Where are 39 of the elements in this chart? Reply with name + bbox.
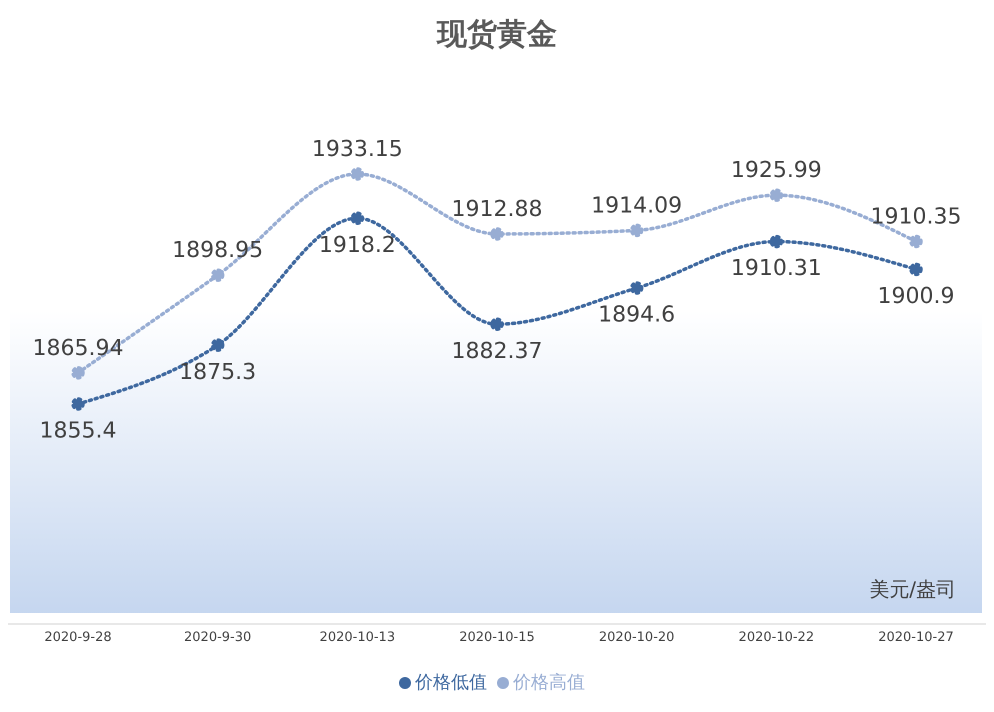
- x-tick-label: 2020-9-28: [44, 630, 112, 646]
- point: [71, 397, 85, 411]
- x-tick-label: 2020-10-13: [320, 630, 396, 646]
- data-label: 1914.09: [591, 193, 682, 218]
- data-label: 1894.6: [598, 302, 676, 328]
- point: [770, 234, 784, 248]
- data-label: 1910.35: [870, 204, 962, 230]
- data-label: 1925.99: [730, 158, 822, 184]
- data-label: 1912.88: [452, 196, 542, 222]
- point: [210, 268, 224, 282]
- point: [210, 338, 224, 352]
- data-label: 1898.95: [172, 238, 264, 264]
- chart-title: 现货黄金: [435, 16, 558, 54]
- data-label: 1855.4: [40, 418, 116, 444]
- point: [350, 211, 364, 225]
- data-label: 1918.2: [318, 232, 396, 258]
- point: [350, 167, 364, 181]
- point: [490, 317, 504, 331]
- x-tick-label: 2020-10-20: [598, 630, 674, 646]
- data-label: 1882.37: [452, 338, 542, 364]
- point: [490, 227, 504, 241]
- data-label: 1865.94: [32, 336, 124, 361]
- data-label: 1900.9: [878, 284, 954, 310]
- point: [630, 224, 644, 238]
- text: 美元/盎司: [869, 576, 956, 603]
- x-tick-label: 2020-10-27: [878, 630, 954, 646]
- point: [71, 366, 85, 380]
- point: [909, 262, 923, 276]
- x-tick-label: 2020-10-22: [738, 630, 814, 646]
- point: [909, 234, 923, 248]
- x-tick-label: 2020-10-15: [459, 630, 535, 646]
- data-label: 1910.31: [730, 256, 822, 282]
- point: [770, 188, 784, 202]
- legend-label: 价格高值: [513, 672, 585, 693]
- legend-label: 价格低值: [415, 672, 487, 693]
- data-label: 1875.3: [179, 360, 256, 385]
- data-label: 1933.15: [312, 137, 403, 162]
- point: [630, 281, 644, 295]
- x-tick-label: 2020-9-30: [184, 630, 252, 646]
